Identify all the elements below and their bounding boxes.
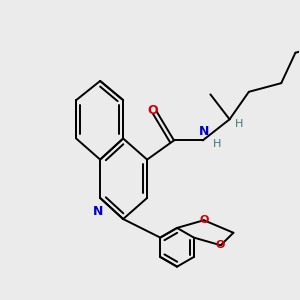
Text: H: H (213, 139, 221, 149)
Text: H: H (235, 119, 243, 129)
Text: O: O (199, 215, 208, 225)
Text: N: N (199, 125, 209, 139)
Text: O: O (148, 104, 158, 117)
Text: O: O (216, 240, 225, 250)
Text: N: N (93, 205, 104, 218)
